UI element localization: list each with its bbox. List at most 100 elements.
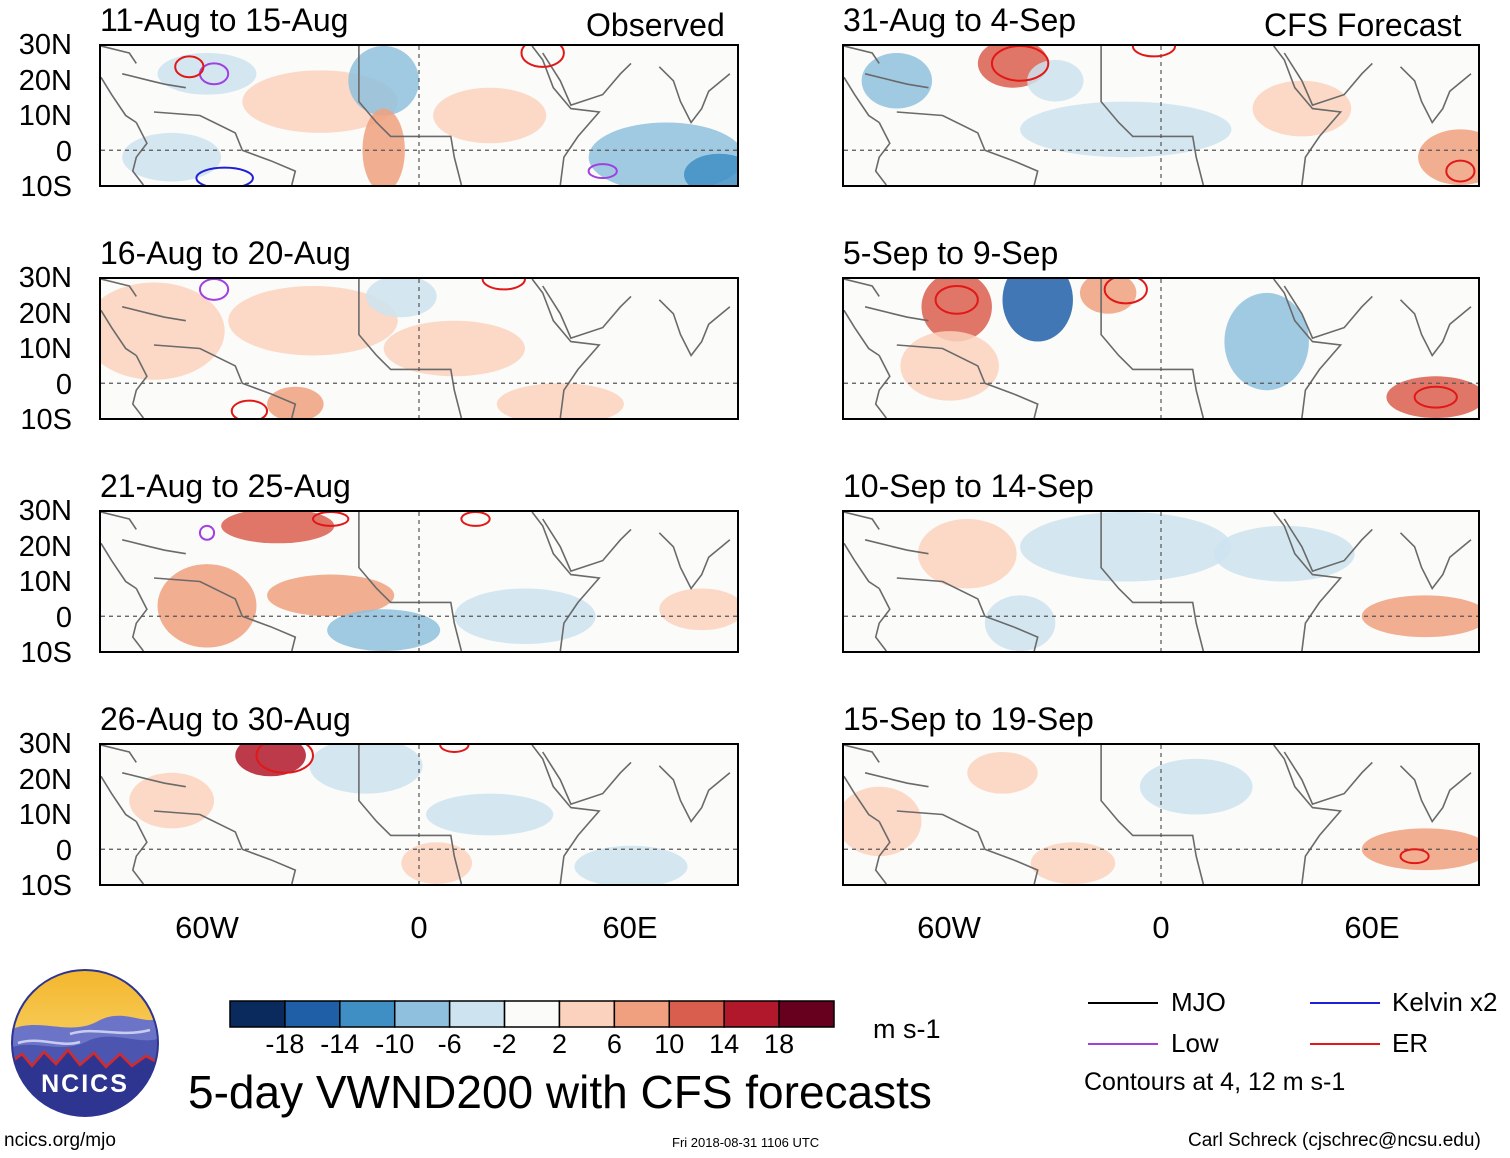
coast-arabia <box>1283 751 1373 806</box>
lat-tick-label: 10N <box>18 799 72 831</box>
cfs-forecast-label: CFS Forecast <box>1264 7 1462 43</box>
anomaly-blob <box>967 751 1038 794</box>
coast-sa-east <box>153 577 297 651</box>
coast-florida <box>101 512 137 530</box>
anomaly-field <box>129 745 688 884</box>
colorbar-level: 14 <box>709 1029 740 1059</box>
contour <box>1445 159 1476 183</box>
map-panel <box>99 277 739 420</box>
colorbar-swatch <box>558 1000 616 1028</box>
coastlines <box>844 745 1472 884</box>
map-panel <box>842 44 1480 187</box>
legend-label-er: ER <box>1392 1028 1429 1058</box>
legend-label-low: Low <box>1171 1028 1219 1058</box>
coast-africa-east <box>1273 46 1343 185</box>
colorbar-level: -6 <box>437 1029 462 1059</box>
contour <box>481 279 526 291</box>
anomaly-field <box>861 46 1478 185</box>
anomaly-blob <box>235 745 306 777</box>
lat-tick-label: 10S <box>20 637 72 669</box>
coast-sa-west <box>131 355 148 418</box>
coast-india <box>658 765 731 823</box>
lat-tick-label: 0 <box>55 368 72 401</box>
colorbar-units: m s-1 <box>873 1014 941 1044</box>
coast-florida <box>844 512 880 530</box>
anomaly-blob <box>1386 376 1478 418</box>
contour <box>990 46 1050 82</box>
coast-sa-west <box>874 122 891 185</box>
contour <box>1399 848 1430 865</box>
coast-florida <box>844 46 880 64</box>
coast-africa-west <box>1100 46 1205 185</box>
map-panel <box>842 743 1480 886</box>
map-panel <box>99 743 739 886</box>
lat-tick-label: 20N <box>18 530 72 563</box>
anomaly-blob <box>129 772 215 829</box>
lat-tick-label: 20N <box>18 763 72 796</box>
lat-tick-label: 0 <box>55 834 72 867</box>
coast-arabia <box>1283 518 1373 573</box>
anomaly-blob <box>383 320 525 377</box>
coast-sa-west <box>874 588 891 651</box>
lat-tick-label: 10N <box>18 566 72 598</box>
coast-africa-east <box>1273 279 1343 418</box>
contour <box>312 512 350 527</box>
coast-central-america <box>844 775 880 823</box>
anomaly-blob <box>362 108 405 185</box>
lon-tick-label: 60W <box>917 910 981 945</box>
coast-sa-east <box>896 577 1039 651</box>
anomaly-blob <box>1224 292 1309 391</box>
anomaly-blob <box>917 518 1017 589</box>
colorbar-swatch <box>284 1000 341 1028</box>
coastlines <box>101 745 731 884</box>
panel-title: 11-Aug to 15-Aug <box>100 2 349 38</box>
coast-arabia <box>542 518 632 573</box>
coastlines <box>844 46 1472 185</box>
coast-sa-west <box>131 588 148 651</box>
panel-title: 21-Aug to 25-Aug <box>100 468 351 504</box>
anomaly-blob <box>228 285 398 356</box>
credit: Carl Schreck (cjschrec@ncsu.edu) <box>1188 1130 1481 1151</box>
anomaly-blob <box>1418 129 1478 185</box>
observed-label: Observed <box>586 7 725 43</box>
coast-sa-west <box>131 821 148 884</box>
colorbar <box>229 1000 835 1028</box>
map-panel <box>99 44 739 187</box>
colorbar-level: -14 <box>320 1029 360 1059</box>
contour <box>587 163 618 180</box>
lon-tick-label: 60E <box>1344 910 1400 945</box>
lat-tick-label: 30N <box>18 728 72 760</box>
map-panel <box>842 277 1480 420</box>
coast-caribbean <box>864 539 929 555</box>
coast-sa-west <box>131 122 148 185</box>
lat-tick-label: 30N <box>18 495 72 527</box>
coast-sa-east <box>896 111 1039 185</box>
contour <box>520 46 565 68</box>
coast-africa-west <box>1100 512 1205 651</box>
contour <box>198 279 230 301</box>
coast-florida <box>101 46 137 64</box>
site-url[interactable]: ncics.org/mjo <box>4 1130 116 1151</box>
anomaly-blob <box>157 564 257 648</box>
legend-line-low <box>1088 1043 1158 1045</box>
map-panel <box>842 510 1480 653</box>
panel-title: 16-Aug to 20-Aug <box>100 235 351 271</box>
anomaly-blob <box>122 132 222 182</box>
coast-central-america <box>101 775 137 823</box>
coast-central-america <box>844 542 880 590</box>
coast-arabia <box>542 285 632 340</box>
coast-sa-east <box>896 344 1039 418</box>
anomaly-blob <box>1361 595 1478 638</box>
coast-central-america <box>101 542 137 590</box>
coast-central-america <box>844 76 880 124</box>
anomaly-blob <box>984 595 1056 651</box>
coast-florida <box>844 745 880 763</box>
anomaly-blob <box>1030 842 1116 884</box>
coast-florida <box>844 279 880 297</box>
ncics-logo: NCICS <box>11 969 159 1117</box>
lon-tick-label: 0 <box>1152 910 1170 945</box>
anomaly-blob <box>309 745 423 794</box>
anomaly-blob <box>1027 59 1084 102</box>
coast-africa-east <box>531 745 601 884</box>
coast-india <box>658 532 731 590</box>
